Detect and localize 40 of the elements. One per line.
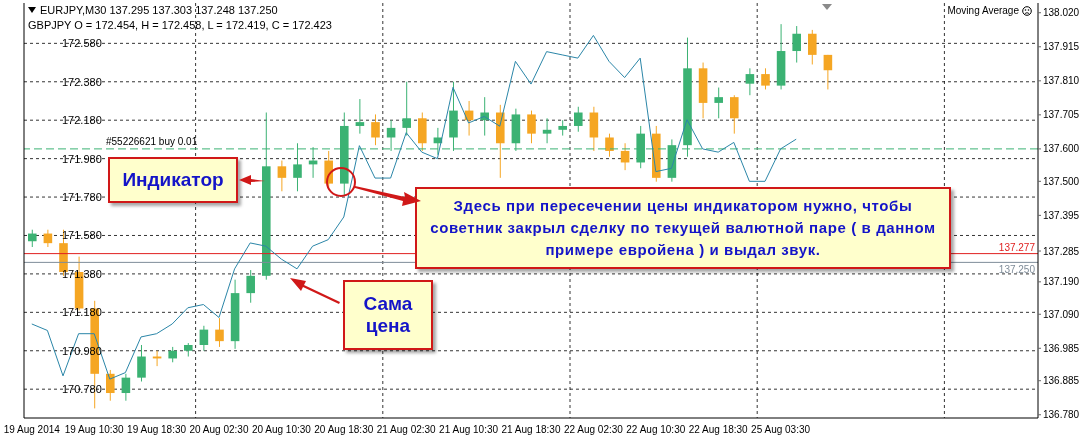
- y2-tick-label: 137.915: [1043, 41, 1080, 53]
- y2-tick-label: 137.600: [1043, 143, 1080, 155]
- x-tick-label: 19 Aug 2014: [3, 424, 61, 435]
- x-tick-label: 25 Aug 03:30: [751, 424, 811, 435]
- x-tick-label: 21 Aug 02:30: [376, 424, 437, 435]
- x-tick-label: 20 Aug 10:30: [251, 424, 312, 435]
- x-tick-label: 22 Aug 10:30: [626, 424, 686, 435]
- annotation: Индикатор: [108, 157, 238, 203]
- y2-tick-label: 136.885: [1043, 375, 1080, 387]
- ref-line-label: 137.277: [998, 241, 1036, 253]
- y-tick-label: 172.380: [62, 75, 102, 88]
- x-tick-label: 20 Aug 02:30: [189, 424, 249, 435]
- y2-tick-label: 138.020: [1043, 7, 1080, 19]
- annotation: Moving Average: [947, 5, 1019, 16]
- y2-tick-label: 137.190: [1043, 276, 1080, 288]
- y2-tick-label: 137.705: [1043, 109, 1080, 121]
- y2-tick-label: 137.090: [1043, 308, 1080, 320]
- x-tick-label: 21 Aug 10:30: [439, 424, 499, 435]
- y2-tick-label: 136.780: [1043, 409, 1080, 421]
- x-tick-label: 22 Aug 02:30: [563, 424, 624, 435]
- y-tick-label: 172.180: [62, 114, 102, 127]
- y-tick-label: 171.980: [62, 152, 102, 165]
- x-tick-label: 19 Aug 18:30: [127, 424, 187, 435]
- ref-line-label: 137.250: [998, 264, 1036, 276]
- y2-tick-label: 137.500: [1043, 175, 1080, 187]
- x-tick-label: 22 Aug 18:30: [688, 424, 749, 435]
- x-tick-label: 19 Aug 10:30: [64, 424, 125, 435]
- text: GBPJPY O = 172.454, H = 172.458, L = 172.419, C = 172.423: [28, 19, 332, 31]
- ref-line-label: #55226621 buy 0.01: [106, 135, 198, 147]
- y2-tick-label: 136.985: [1043, 342, 1080, 354]
- y2-tick-label: 137.810: [1043, 75, 1080, 87]
- y-tick-label: 171.780: [62, 191, 102, 204]
- y2-tick-label: 137.395: [1043, 209, 1080, 221]
- annotation: Сама цена: [343, 280, 433, 350]
- chart-title: EURJPY,M30 137.295 137.303 137.248 137.250: [40, 4, 278, 16]
- y2-tick-label: 137.285: [1043, 245, 1080, 257]
- x-tick-label: 21 Aug 18:30: [501, 424, 561, 435]
- y-tick-label: 172.580: [62, 37, 102, 50]
- annotation: Здесь при пересечении цены индикатором нужно, чтобы советник закрыл сделку по текущей валютной паре ( в данном примере евройена ) и выдал звук.: [415, 187, 951, 269]
- x-tick-label: 20 Aug 18:30: [314, 424, 374, 435]
